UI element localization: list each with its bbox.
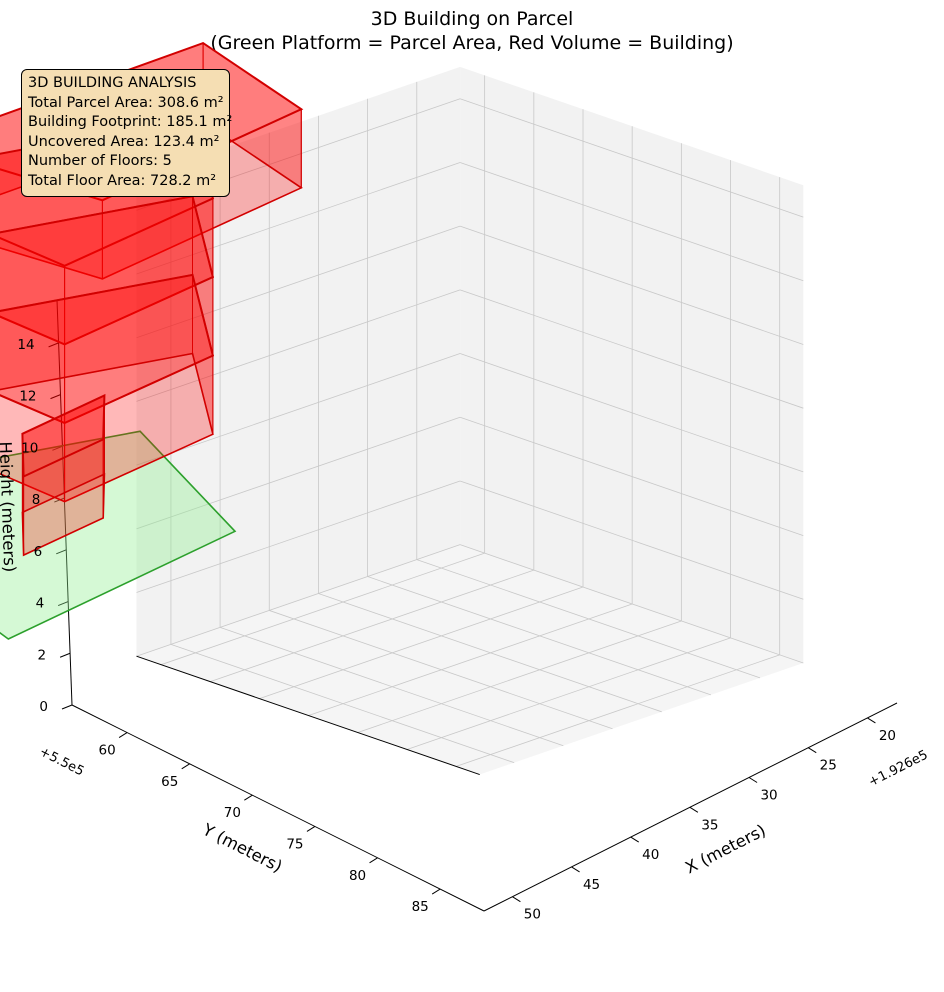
building-floor-1 [21,393,106,557]
floor-bottom [21,472,106,557]
z-tick-mark [48,342,59,348]
z-tick-label: 12 [19,389,36,405]
x-axis-line [136,655,480,776]
floor-bottom [0,352,214,503]
z-tick-label: 2 [37,647,46,663]
x-tick-label: 25 [820,758,837,774]
grid-y-floor [219,627,564,747]
y-tick-label: 85 [412,899,429,915]
x-tick-mark [512,896,521,903]
x-offset-label: +1.926e5 [866,748,930,791]
building-floor-2 [0,273,215,503]
analysis-line-footprint: Building Footprint: 185.1 m² [28,114,233,131]
z-tick-mark [57,601,69,607]
y-tick-mark [306,826,316,832]
grid-x-floor [357,620,682,733]
y-tick-label: 80 [349,868,366,884]
y-axis-edge [71,704,485,912]
y-tick-mark [118,732,128,738]
grid-z-left [136,353,461,466]
grid-x-floor [456,654,780,767]
analysis-line-floor-area: Total Floor Area: 728.2 m² [28,172,217,189]
grid-y-floor [170,643,515,764]
z-tick-mark [59,652,71,658]
grid-y-floor [416,559,761,679]
grid-z-right [459,98,804,218]
building-floor-3 [0,195,215,424]
x-tick-label: 40 [642,847,659,863]
grid-z-left [136,544,461,657]
z-tick-mark [56,549,67,555]
grid-z-left [136,416,461,530]
x-tick-mark [867,717,876,724]
parcel-platform [0,430,237,640]
x-tick-label: 45 [583,877,600,893]
x-tick-mark [689,806,699,813]
z-tick-label: 10 [21,440,38,456]
grid-x-floor [259,586,584,699]
x-axis-edge [483,702,898,912]
floor-wall [0,274,193,391]
analysis-line-uncovered: Uncovered Area: 123.4 m² [28,133,220,150]
grid-z-left [136,480,461,593]
y-tick-label: 60 [99,743,116,759]
z-tick-label: 8 [32,492,41,508]
floor-top [0,273,215,425]
x-tick-mark [807,747,817,754]
grid-z-right [459,416,804,536]
grid-y-floor [269,610,613,730]
grid-x-floor [210,569,534,683]
x-tick-label: 20 [879,728,896,744]
y-tick-label: 65 [161,774,178,790]
grid-x-floor [406,637,731,750]
z-tick-label: 6 [34,544,43,560]
grid-z-left [136,289,461,402]
floor-wall [0,195,193,312]
z-tick-mark [50,394,61,400]
grid-x-floor [308,603,633,716]
pane-back-right [460,66,804,663]
x-tick-mark [630,836,640,843]
chart-title: 3D Building on Parcel [370,8,574,30]
grid-z-right [459,353,804,473]
x-tick-label: 50 [524,907,541,923]
y-tick-mark [369,857,378,864]
grid-z-right [459,162,804,282]
analysis-line-floors: Number of Floors: 5 [28,153,172,170]
grid-z-right [459,544,804,664]
z-tick-label: 0 [39,699,48,715]
x-axis-label: X (meters) [682,821,769,878]
grid-z-right [459,480,804,600]
x-tick-label: 35 [701,817,718,833]
grid-z-right [459,225,804,345]
grid-y-floor [318,593,662,713]
y-axis-label: Y (meters) [199,820,286,877]
z-tick-label: 14 [17,337,34,353]
z-axis-label: Height (meters) [0,441,19,572]
analysis-box: 3D BUILDING ANALYSIS Total Parcel Area: … [21,69,233,197]
z-tick-label: 4 [36,596,45,612]
y-tick-label: 75 [286,836,303,852]
floor-top [21,393,106,479]
grid-y-floor [367,576,711,696]
grid-z-right [459,289,804,409]
y-offset-label: +5.5e5 [37,744,86,779]
z-axis-edge [56,299,73,706]
grid-z-left [136,225,461,339]
x-tick-label: 30 [760,787,777,803]
y-tick-mark [244,794,253,801]
grid-z-left [136,162,461,275]
grid-x-floor [160,552,485,666]
analysis-line-parcel-area: Total Parcel Area: 308.6 m² [28,94,224,111]
y-tick-mark [181,763,190,770]
analysis-heading: 3D BUILDING ANALYSIS [28,75,197,91]
z-tick-mark [52,445,63,451]
x-tick-mark [748,777,758,783]
z-tick-mark [61,704,73,710]
y-tick-label: 70 [224,805,241,821]
x-tick-mark [571,866,580,873]
chart-subtitle: (Green Platform = Parcel Area, Red Volum… [210,32,734,54]
y-tick-mark [431,888,441,895]
